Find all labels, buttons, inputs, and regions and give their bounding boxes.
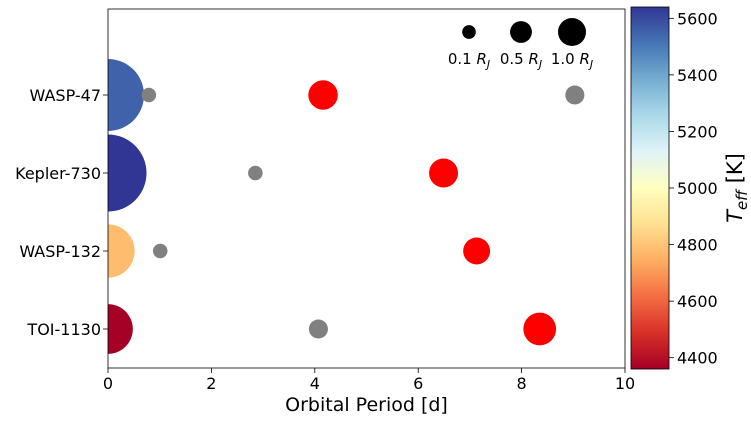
- colorbar-tick-label: 4600: [677, 292, 718, 311]
- colorbar: 4400 4600 4800 5000 5200 5400 5600 Teff [K]: [630, 6, 751, 370]
- planet-marker-toi-1130: [523, 312, 557, 346]
- colorbar-label: Teff [K]: [723, 153, 751, 223]
- colorbar-tick-label: 5600: [677, 9, 718, 28]
- colorbar-tick-label: 5200: [677, 122, 718, 141]
- star-marker-wasp-132: [108, 224, 135, 278]
- planet-marker-kepler-730: [429, 158, 459, 188]
- x-tick-label: 4: [310, 374, 320, 393]
- planet-marker-wasp-132: [463, 237, 491, 265]
- size-legend-label: 1.0 RJ: [551, 50, 593, 71]
- star-marker-kepler-730: [108, 134, 147, 212]
- plot-frame: [107, 8, 626, 369]
- x-axis: 0 2 4 6 8 10 Orbital Period [d]: [103, 368, 635, 416]
- x-axis-label: Orbital Period [d]: [285, 394, 448, 416]
- planet-marker-toi-1130: [308, 319, 328, 339]
- y-axis: TOI-1130 WASP-132 Kepler-730 WASP-47: [15, 86, 108, 339]
- plot-area: [107, 8, 626, 369]
- size-legend: 0.1 RJ 0.5 RJ 1.0 RJ: [448, 18, 593, 71]
- star-marker-toi-1130: [108, 304, 133, 354]
- x-tick-label: 0: [103, 374, 113, 393]
- planet-marker-kepler-730: [248, 165, 263, 181]
- size-legend-marker: [558, 18, 586, 46]
- y-tick-label: WASP-132: [19, 242, 101, 261]
- planet-marker-wasp-132: [152, 243, 168, 259]
- colorbar-tick-label: 4800: [677, 236, 718, 255]
- x-tick-label: 10: [615, 374, 635, 393]
- colorbar-tick-label: 5400: [677, 66, 718, 85]
- x-tick-label: 2: [206, 374, 216, 393]
- planet-marker-wasp-47: [141, 87, 157, 103]
- size-legend-marker: [510, 21, 532, 43]
- x-tick-label: 8: [517, 374, 527, 393]
- size-legend-label: 0.1 RJ: [448, 50, 490, 71]
- y-tick-label: Kepler-730: [15, 164, 101, 183]
- x-tick-label: 6: [413, 374, 423, 393]
- colorbar-gradient: [630, 6, 670, 370]
- size-legend-marker: [462, 25, 476, 39]
- size-legend-label: 0.5 RJ: [500, 50, 542, 71]
- y-tick-label: WASP-47: [30, 86, 101, 105]
- plot-marks: [108, 59, 585, 354]
- planet-marker-wasp-47: [308, 80, 338, 110]
- colorbar-tick-label: 5000: [677, 179, 718, 198]
- star-marker-wasp-47: [108, 59, 144, 131]
- y-tick-label: TOI-1130: [26, 320, 101, 339]
- colorbar-tick-label: 4400: [677, 349, 718, 368]
- planet-marker-wasp-47: [565, 85, 585, 105]
